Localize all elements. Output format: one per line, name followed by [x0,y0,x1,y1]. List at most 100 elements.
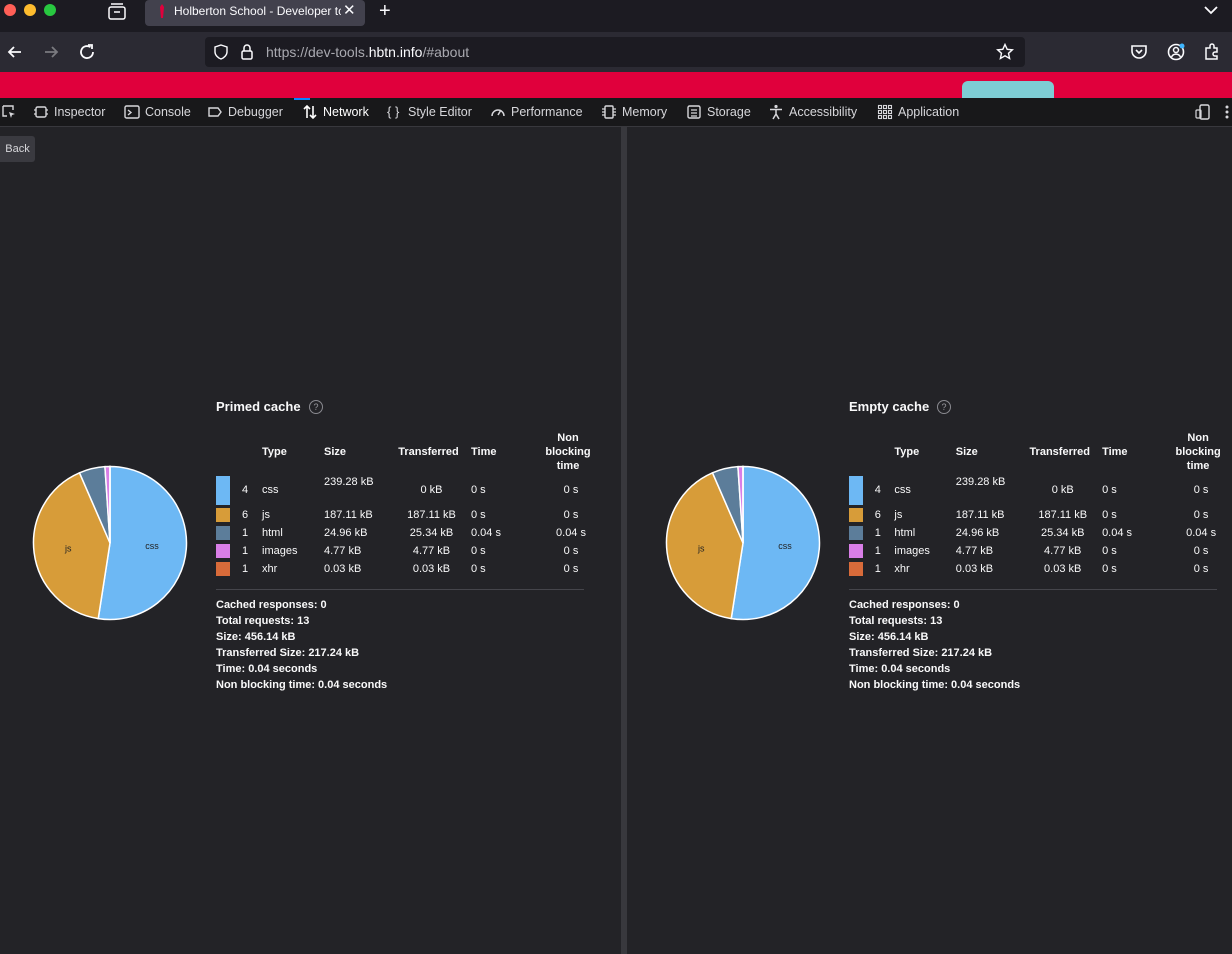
style-editor-braces-icon: { } [387,104,400,119]
size-cell: 24.96 kB [324,527,368,539]
swatch-cell [849,524,875,542]
transferred-cell: 0 kB [420,484,443,496]
pie-label-js: js [64,543,72,553]
type-cell: css [894,484,911,496]
back-arrow-icon[interactable] [5,42,25,62]
count-cell: 1 [874,527,881,539]
count-cell: 4 [242,484,249,496]
tab-label: Application [898,105,960,119]
transferred-cell: 4.77 kB [1044,545,1082,557]
tab-close-icon[interactable]: ✕ [343,2,356,19]
type-column-header: Type [262,446,287,458]
type-cell: html [894,527,916,539]
page-header-band [0,72,1232,98]
time-cell: 0 s [471,509,486,521]
table-row: 1 xhr 0.03 kB 0.03 kB 0 s 0 s [849,560,1232,578]
tab-label: Inspector [54,105,106,119]
browser-tab[interactable]: Holberton School - Developer tc ✕ [145,0,365,26]
type-cell: images [894,545,930,557]
new-tab-button[interactable]: + [379,0,391,22]
count-column-header [242,430,262,474]
tab-manager-icon[interactable] [106,1,128,21]
table-row: 4 css 239.28 kB 0 kB 0 s 0 s [849,474,1232,506]
page-header-tab [962,81,1054,98]
pie-slice-js [665,471,744,620]
url-text[interactable]: https://dev-tools.hbtn.info/#about [266,44,470,60]
swatch-cell [216,474,242,506]
type-cell: xhr [262,563,278,575]
pie-slice-js [32,471,111,620]
inspector-icon [34,106,48,118]
window-close-button[interactable] [4,4,16,16]
help-icon[interactable]: ? [309,400,323,414]
back-button[interactable]: Back [0,136,35,162]
extensions-puzzle-icon[interactable] [1202,42,1222,62]
bookmark-star-icon[interactable] [996,43,1014,61]
transferred-column-header: Transferred [1029,446,1090,458]
account-icon[interactable] [1166,42,1186,62]
swatch-cell [849,474,875,506]
cached-responses: Cached responses: 0 [849,599,960,611]
size-cell: 239.28 kB [324,476,374,488]
pie-slice-css [97,465,188,621]
swatch-cell [216,524,242,542]
xhr-color-swatch [216,562,230,576]
count-cell: 1 [242,563,249,575]
js-color-swatch [216,508,230,522]
table-row: 1 images 4.77 kB 4.77 kB 0 s 0 s [849,542,1232,560]
nonblocking-cell: 0.04 s [1186,527,1217,539]
tab-label: Memory [622,105,668,119]
js-color-swatch [849,508,863,522]
tracking-protection-shield-icon[interactable] [213,44,229,60]
total-requests: Total requests: 13 [849,615,943,627]
html-color-swatch [849,526,863,540]
swatch-cell [216,506,242,524]
swatch-cell [216,560,242,578]
window-minimize-button[interactable] [24,4,36,16]
nonblocking-cell: 0 s [1193,563,1209,575]
images-color-swatch [216,544,230,558]
responsive-design-mode-icon[interactable] [1195,104,1211,120]
element-picker-icon[interactable] [1,104,17,120]
forward-arrow-icon[interactable] [41,42,61,62]
reload-icon[interactable] [77,42,97,62]
table-row: 1 xhr 0.03 kB 0.03 kB 0 s 0 s [216,560,602,578]
application-grid-icon [877,104,893,120]
size-cell: 0.03 kB [324,563,362,575]
more-options-icon[interactable] [1222,104,1232,120]
nonblocking-cell: 0 s [563,563,579,575]
nonblocking-column-header: Non blocking time [1175,432,1221,472]
count-cell: 4 [874,484,881,496]
performance-gauge-icon [491,109,505,117]
time-cell: 0 s [471,484,486,496]
nonblocking-cell: 0 s [1193,484,1209,496]
swatch-cell [849,506,875,524]
size-cell: 4.77 kB [955,545,994,557]
help-icon[interactable]: ? [937,400,951,414]
devtools-toolbar: Inspector Console Debugger Network { } S… [0,98,1232,127]
transferred-cell: 0 kB [1051,484,1074,496]
size-cell: 0.03 kB [955,563,994,575]
panel-title: Primed cache [216,399,301,414]
storage-icon [687,105,701,119]
holberton-favicon-icon [160,4,164,18]
nonblocking-cell: 0.04 s [556,527,586,539]
summary-block: Cached responses: 0 Total requests: 13 S… [849,597,1020,693]
count-cell: 1 [874,563,881,575]
html-color-swatch [216,526,230,540]
url-bar[interactable]: https://dev-tools.hbtn.info/#about [205,37,1025,67]
nonblocking-cell: 0 s [563,509,579,521]
nonblocking-cell: 0 s [1193,509,1209,521]
empty-cache-table: Type Size Transferred Time Non blocking … [849,430,1232,578]
panel-splitter[interactable] [621,127,627,954]
count-column-header [875,430,895,474]
lock-icon[interactable] [239,43,255,61]
pocket-icon[interactable] [1129,42,1149,62]
window-zoom-button[interactable] [44,4,56,16]
time-column-header: Time [1102,446,1128,458]
transferred-column-header: Transferred [398,446,459,458]
xhr-color-swatch [849,562,863,576]
count-cell: 1 [242,545,249,557]
tab-list-chevron-icon[interactable] [1202,2,1220,18]
css-color-swatch [849,475,863,505]
